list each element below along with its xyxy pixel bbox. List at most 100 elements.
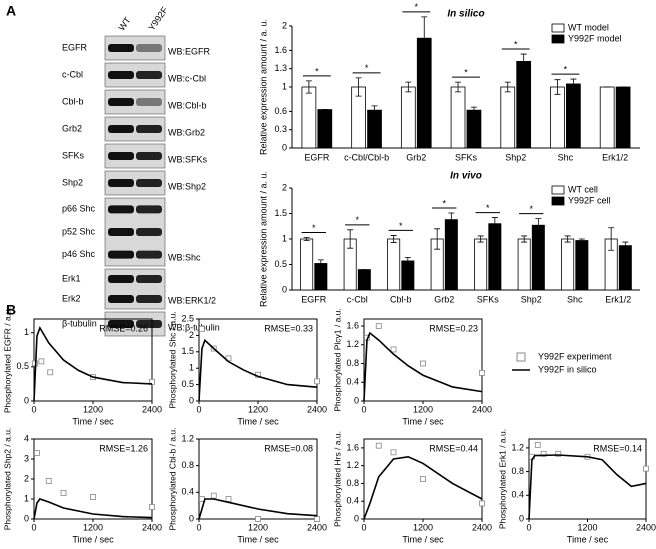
data-point bbox=[390, 449, 397, 456]
bar bbox=[488, 223, 502, 291]
bar bbox=[500, 86, 516, 149]
error-bar bbox=[570, 78, 577, 90]
error-bar bbox=[455, 81, 462, 93]
legend-label: Y992F in silico bbox=[538, 364, 597, 374]
axis bbox=[291, 26, 640, 149]
annotation: RMSE=0.08 bbox=[264, 443, 313, 453]
band bbox=[136, 205, 162, 214]
chart-title: In silico bbox=[447, 9, 484, 20]
y-axis-label: Phosphorylated Hrs / a.u. bbox=[332, 431, 342, 527]
data-point bbox=[47, 369, 54, 376]
band bbox=[136, 44, 162, 52]
model-curve bbox=[528, 454, 647, 520]
model-curve bbox=[363, 455, 483, 520]
x-axis-label: Time / sec bbox=[237, 534, 279, 544]
x-tick-label: 2400 bbox=[142, 404, 162, 414]
error-bar bbox=[347, 229, 354, 249]
error-bar bbox=[405, 81, 412, 93]
blot-label: Cbl-b bbox=[62, 96, 84, 106]
x-tick-label: Shc bbox=[567, 294, 583, 304]
error-bar bbox=[622, 241, 629, 250]
wb-label: WB:SFKs bbox=[168, 154, 208, 164]
y-tick-label: 2 bbox=[282, 20, 287, 30]
y-tick-label: 0 bbox=[24, 395, 29, 405]
error-bar bbox=[303, 237, 310, 241]
significance: * bbox=[514, 39, 518, 49]
y-tick-label: 1.6 bbox=[346, 442, 359, 452]
y-tick-label: 0.8 bbox=[346, 478, 359, 488]
data-point bbox=[540, 450, 547, 457]
significance: * bbox=[442, 198, 446, 208]
error-bar bbox=[371, 105, 378, 115]
data-point bbox=[255, 516, 261, 522]
x-tick-label: 2400 bbox=[636, 522, 656, 532]
annotation: RMSE=0.14 bbox=[593, 443, 642, 453]
blot-label: c-Cbl bbox=[62, 69, 83, 79]
y-tick-label: 1 bbox=[282, 81, 287, 91]
band bbox=[136, 250, 162, 259]
data-point bbox=[34, 450, 40, 456]
legend-label: Y992F cell bbox=[568, 195, 611, 205]
blot-label: p46 Shc bbox=[62, 249, 96, 259]
model-curve bbox=[33, 326, 153, 402]
bar bbox=[516, 60, 532, 149]
significance: * bbox=[312, 223, 316, 233]
wb-label: WB:ERK1/2 bbox=[168, 295, 216, 305]
x-axis-label: Time / sec bbox=[72, 416, 114, 426]
annotation: RMSE=0.33 bbox=[264, 323, 313, 333]
y-tick-label: 0.5 bbox=[274, 259, 287, 269]
x-tick-label: c-Cbl/Cbl-b bbox=[344, 152, 389, 162]
error-bar bbox=[355, 77, 362, 97]
y-tick-label: 0.4 bbox=[511, 490, 524, 500]
error-bar bbox=[477, 235, 484, 243]
data-point bbox=[60, 490, 67, 496]
y-tick-label: 0.8 bbox=[511, 466, 524, 476]
bar bbox=[357, 269, 371, 291]
band bbox=[108, 152, 134, 160]
y-axis-label: Phosphorylated Shc / a.u. bbox=[167, 311, 177, 408]
band bbox=[108, 98, 134, 106]
band bbox=[108, 125, 134, 133]
bar bbox=[400, 86, 416, 149]
y-tick-label: 2 bbox=[282, 182, 287, 192]
y-tick-label: 0.4 bbox=[181, 487, 194, 497]
legend-swatch bbox=[551, 185, 565, 195]
significance: * bbox=[464, 67, 468, 77]
y-axis-label: Phosphorylated Plcγ1 / a.u. bbox=[332, 308, 342, 411]
error-bar bbox=[434, 228, 441, 250]
x-tick-label: 1200 bbox=[83, 404, 103, 414]
y-tick-label: 1.6 bbox=[346, 320, 359, 330]
error-bar bbox=[578, 238, 585, 243]
error-bar bbox=[504, 81, 511, 93]
error-bar bbox=[535, 218, 542, 233]
y-tick-label: 1.6 bbox=[274, 45, 287, 55]
x-axis-label: Time / sec bbox=[567, 534, 609, 544]
data-point bbox=[314, 516, 320, 522]
blot-label: EGFR bbox=[62, 42, 88, 52]
error-bar bbox=[390, 235, 397, 243]
y-tick-label: 1.2 bbox=[346, 460, 359, 470]
chart-title: In vivo bbox=[450, 171, 482, 182]
y-tick-label: 0.5 bbox=[181, 379, 194, 389]
x-tick-label: 0 bbox=[361, 522, 366, 532]
model-curve bbox=[363, 331, 483, 402]
y-tick-label: 2 bbox=[189, 330, 194, 340]
y-tick-label: 1.5 bbox=[274, 208, 287, 218]
wb-label: WB:Shc bbox=[168, 252, 201, 262]
data-point bbox=[149, 378, 155, 385]
legend-swatch bbox=[551, 34, 565, 44]
x-tick-label: 0 bbox=[526, 522, 531, 532]
band bbox=[136, 125, 162, 133]
data-point bbox=[390, 346, 397, 353]
bar bbox=[599, 86, 615, 149]
x-tick-label: 1200 bbox=[413, 404, 433, 414]
bar bbox=[615, 86, 631, 149]
x-tick-label: 2400 bbox=[307, 522, 327, 532]
y-tick-label: 2 bbox=[24, 473, 29, 483]
y-tick-label: 0 bbox=[189, 513, 194, 523]
band bbox=[136, 228, 162, 236]
data-point bbox=[479, 369, 485, 376]
data-point bbox=[375, 323, 382, 329]
bar bbox=[444, 219, 458, 291]
x-tick-label: Shp2 bbox=[505, 152, 526, 162]
